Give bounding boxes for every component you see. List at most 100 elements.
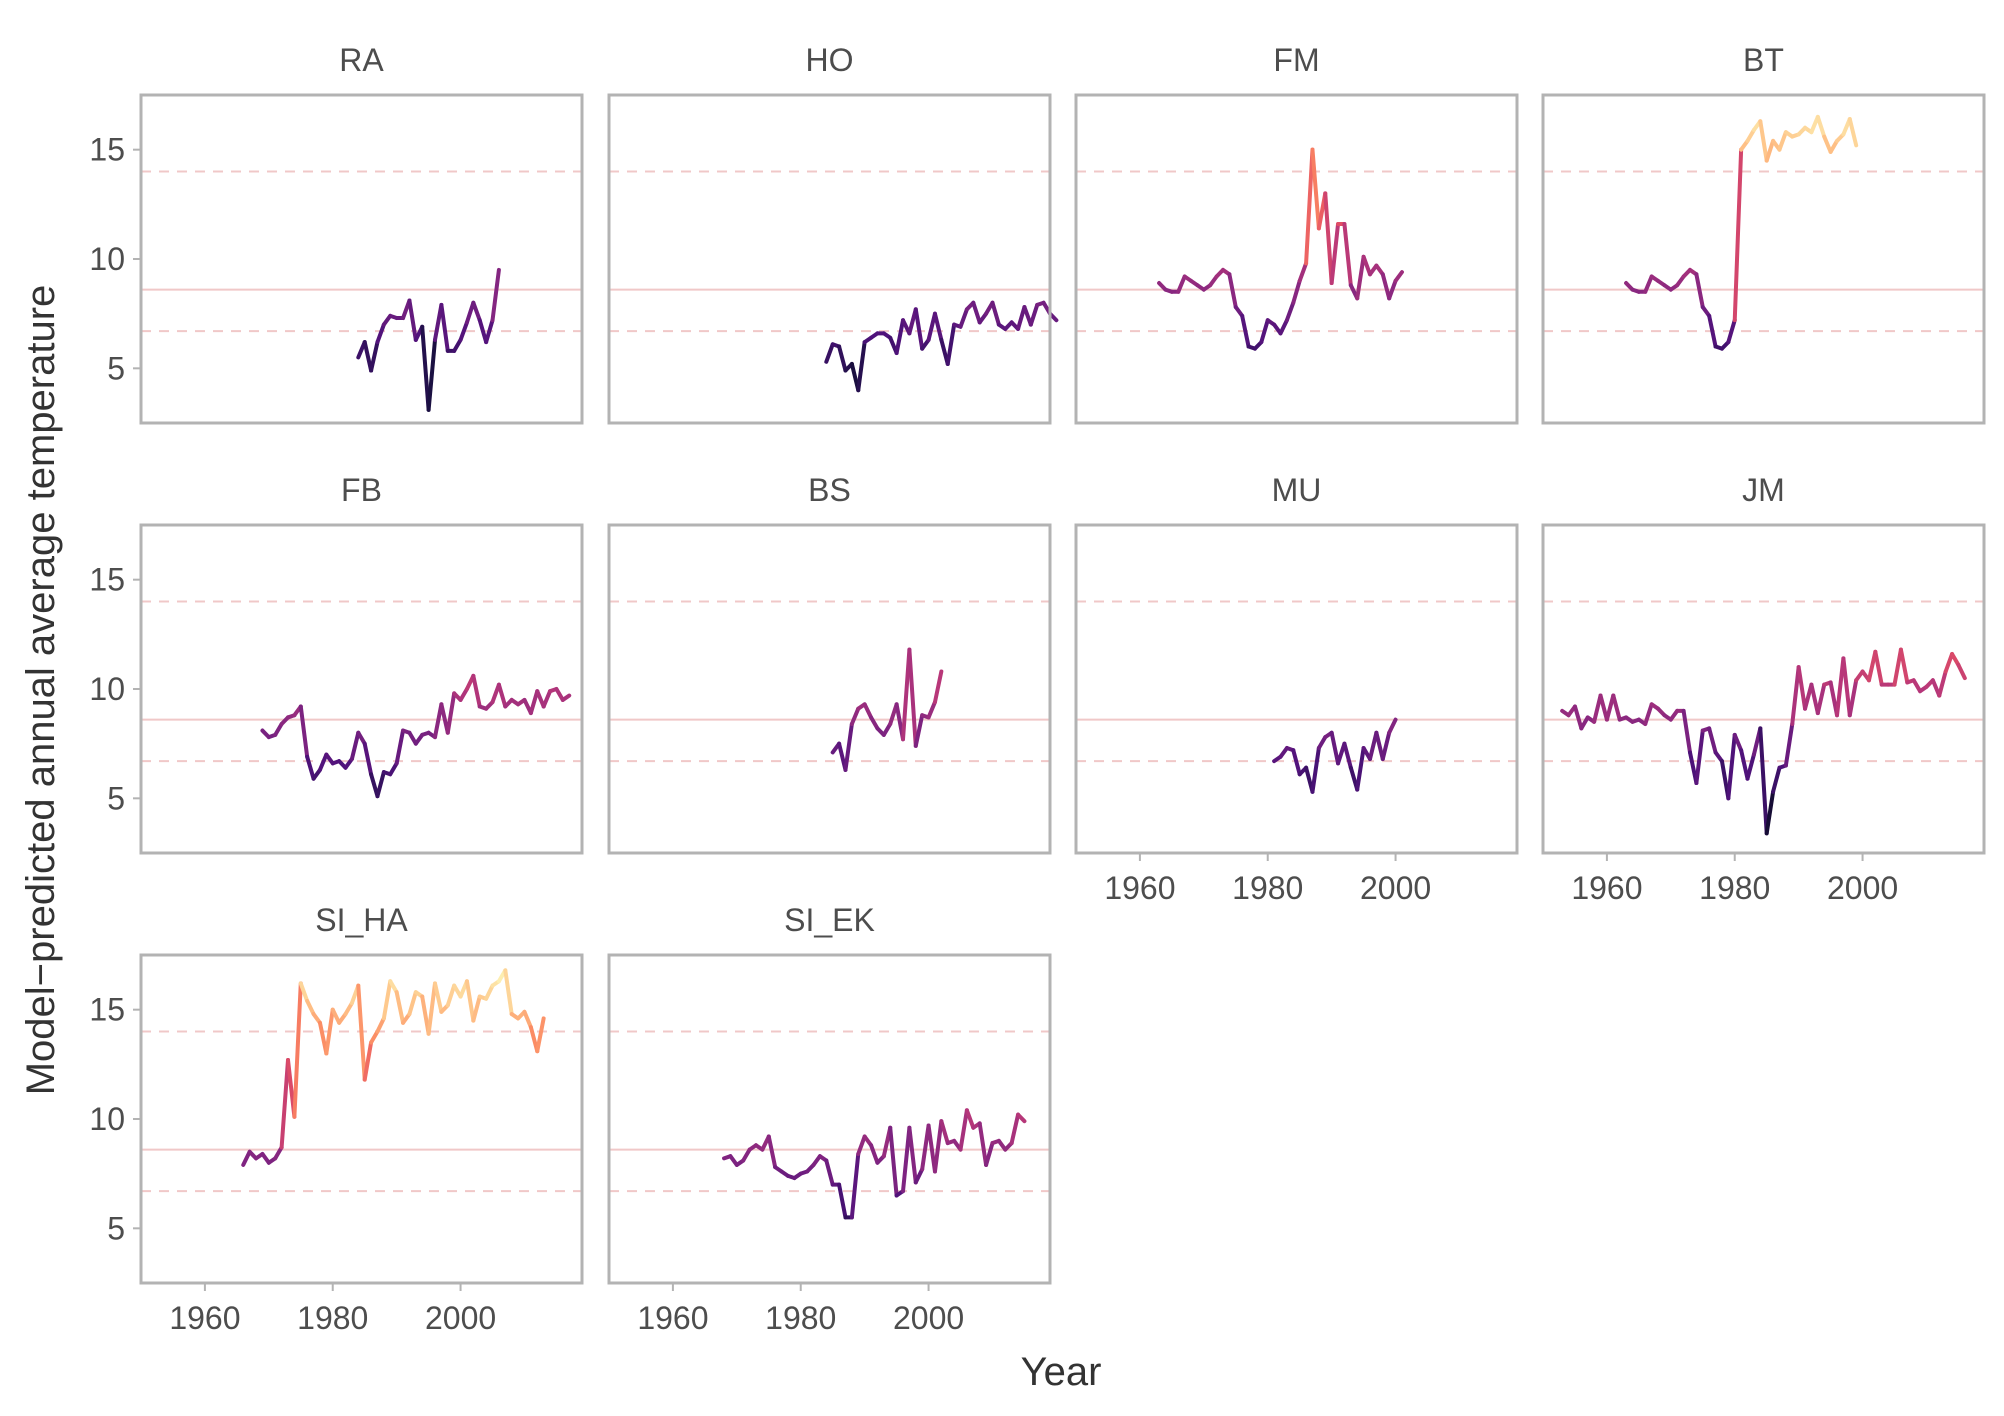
series-segment [503,968,514,1017]
series-segment [1016,1112,1027,1124]
series-segment [305,754,316,781]
x-tick-label: 1960 [169,1300,240,1336]
series-segment [445,691,457,735]
series-segment [1387,278,1398,301]
facet-si-ha: SI_HA 5 10 15 1960 1980 2000 [89,902,584,1336]
panel-border [607,93,1052,425]
y-tick-label: 15 [89,132,125,168]
series-segment [381,979,393,1021]
y-axis-title: Model−predicted annual average temperatu… [19,285,63,1096]
series-segment [1329,222,1341,286]
series-segment [279,1057,290,1150]
series-segment [1284,300,1296,323]
series-segment [522,1009,533,1030]
series-segment [241,1149,252,1167]
series-segment [1835,656,1846,718]
series-segment [1304,147,1315,266]
facet-fm: FM [1074,42,1519,425]
series-segment [484,318,495,345]
x-axis-title: Year [1021,1350,1102,1394]
series-segment [824,342,835,364]
series-segment [1911,678,1923,694]
series-segment [330,1007,342,1025]
series-segment [1950,652,1961,667]
series-segment [1291,278,1302,305]
x-tick-label: 1980 [1232,870,1303,906]
series-segment [920,1123,931,1172]
series-segment [1809,682,1820,716]
x-tick-label: 2000 [425,1300,496,1336]
panel-border [139,93,584,425]
series-segment [977,1121,989,1167]
series-segment [1758,119,1769,163]
series-segment [535,1016,546,1054]
facet-mu: MU 1960 1980 2000 [1074,472,1519,906]
series-segment [1259,318,1270,345]
series-segment [901,647,912,742]
series-segment [926,1123,937,1174]
y-tick-label: 5 [107,1210,125,1246]
series-segment [394,990,406,1025]
series-segment [1783,721,1795,768]
series-segment [273,1145,284,1161]
series-segment [1758,726,1769,836]
series-segment [1694,272,1705,310]
series-segment [375,322,386,345]
series-segment [990,300,1001,327]
series-segment [958,307,969,329]
series-segment [1028,302,1040,327]
facet-title: RA [339,42,384,78]
series-segment [913,307,925,351]
series-segment [1937,669,1948,698]
series-segment [317,752,329,772]
series-segment [932,1119,944,1174]
series-segment [1355,254,1366,301]
series-segment [369,1029,380,1045]
series-segment [1643,274,1654,294]
series-segment [1898,647,1910,685]
series-segment [554,687,565,702]
series-segment [837,344,848,373]
series-segment [907,1125,918,1185]
series-segment [1726,732,1737,801]
x-tick-label: 1960 [1104,870,1175,906]
series-segment [1611,693,1622,722]
series-segment [901,1125,912,1194]
series-segment [458,320,469,342]
series-segment [528,689,540,716]
series-segment [1310,147,1321,231]
series-segment [369,340,380,373]
series-segment [1380,272,1392,301]
panel-border [607,953,1052,1285]
facet-title: BS [808,472,851,508]
series-segment [375,770,386,799]
series-segment [305,998,316,1017]
facet-jm: JM 1960 1980 2000 [1541,472,1986,906]
series-segment [1681,708,1692,755]
series-segment [945,322,957,366]
series-segment [1790,665,1801,726]
x-tick-label: 2000 [1360,870,1431,906]
series-segment [1604,693,1616,722]
series-segment [349,730,361,761]
series-segment [1892,647,1903,687]
series-segment [471,300,482,323]
series-segment [1771,765,1782,794]
series-segment [426,337,437,412]
facet-title: FB [341,472,382,508]
series-segment [388,761,399,777]
series-segment [484,983,495,1001]
series-segment [273,721,284,737]
series-segment [407,990,418,1017]
series-segment [1726,318,1737,345]
series-segment [1342,741,1353,770]
series-segment [1368,730,1379,761]
facet-title: JM [1742,472,1785,508]
series-segment [298,704,310,759]
series-segment [464,979,476,1023]
series-segment [375,1016,386,1034]
series-segment [496,682,508,709]
series-segment [1342,222,1353,288]
series-segment [394,728,406,766]
